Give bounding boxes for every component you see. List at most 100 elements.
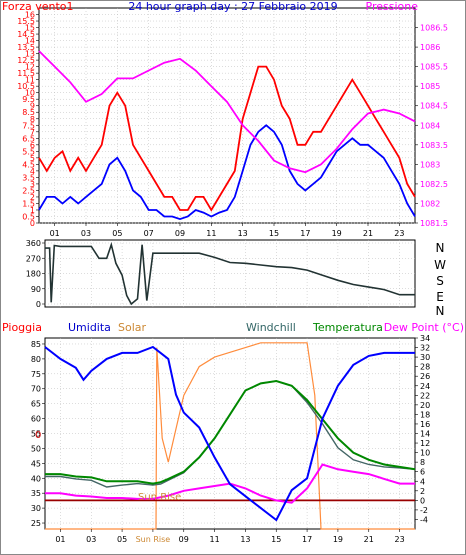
bottom-x-tick-label: 21 <box>364 535 374 544</box>
top-left-tick-label: 15.5 <box>17 17 35 26</box>
bottom-x-tick-label: 11 <box>209 535 219 544</box>
temperature-series <box>45 379 416 485</box>
top-left-tick-label: 7 <box>30 128 35 137</box>
bottom-left-tick-label: 75 <box>31 370 41 379</box>
top-left-tick-label: 6 <box>30 141 35 150</box>
compass-s: S <box>436 274 444 288</box>
bottom-x-tick-label: 15 <box>271 535 281 544</box>
middle-left-tick-label: 180 <box>26 270 41 279</box>
bottom-right-tick-label: -2 <box>420 506 428 515</box>
top-right-tick-label: 1085.5 <box>420 63 448 72</box>
legend-solar: Solar <box>118 321 147 334</box>
wind-axis-label: Forza vento1 <box>2 0 74 13</box>
legend-umidita: Umidita <box>68 321 111 334</box>
bottom-right-tick-label: 8 <box>420 458 425 467</box>
top-left-tick-label: 0 <box>30 219 35 228</box>
top-left-axis: 00.511.522.533.544.555.566.577.588.599.5… <box>17 11 39 228</box>
bottom-x-tick-label: 19 <box>333 535 343 544</box>
bottom-left-tick-label: 45 <box>31 459 41 468</box>
top-right-tick-label: 1086 <box>420 43 440 52</box>
middle-series <box>45 241 415 306</box>
bottom-right-tick-label: 20 <box>420 401 430 410</box>
solar-series <box>45 342 415 530</box>
top-x-tick-label: 23 <box>394 229 404 238</box>
bottom-left-tick-label: 80 <box>31 355 41 364</box>
top-x-tick-label: 21 <box>363 229 373 238</box>
sun-rise-annotation: Sun Rise <box>138 492 181 503</box>
bottom-right-tick-label: 0 <box>420 496 425 505</box>
bottom-right-tick-label: 32 <box>420 344 430 353</box>
bottom-left-tick-label: 40 <box>31 474 41 483</box>
top-x-tick-label: 01 <box>50 229 60 238</box>
legend-temperatura: Temperatura <box>312 321 383 334</box>
bottom-left-axis: 25 30 35 40 45 50 55 60 65 70 75 80 85 <box>31 340 45 528</box>
top-left-tick-label: 12.5 <box>17 56 35 65</box>
bottom-right-tick-label: 28 <box>420 363 430 372</box>
top-x-tick-label: 03 <box>81 229 91 238</box>
legend-pioggia: Pioggia <box>2 321 42 334</box>
top-left-tick-label: 9 <box>30 102 35 111</box>
top-left-tick-label: 11.5 <box>17 69 35 78</box>
top-left-tick-label: 14.5 <box>17 30 35 39</box>
legend-dew-point: Dew Point (°C) <box>384 321 464 334</box>
top-left-tick-label: 11 <box>25 76 35 85</box>
top-left-tick-label: 4 <box>30 167 35 176</box>
bottom-left-tick-label: 60 <box>31 415 41 424</box>
pressure-axis-label: Pressione <box>366 0 419 13</box>
top-left-tick-label: 2.5 <box>22 186 35 195</box>
top-x-tick-label: 11 <box>206 229 216 238</box>
compass-w: W <box>434 258 446 272</box>
middle-left-tick-label: 90 <box>31 285 41 294</box>
bottom-left-tick-label: 50 <box>31 444 41 453</box>
bottom-right-tick-label: 4 <box>420 477 425 486</box>
compass-labels: N W S E N <box>434 241 446 318</box>
wind-gust-series <box>38 65 416 212</box>
top-left-tick-label: 1.5 <box>22 199 35 208</box>
top-right-tick-label: 1084.5 <box>420 102 448 111</box>
bottom-right-tick-label: 16 <box>420 420 430 429</box>
bottom-x-tick-label: Sun Rise <box>136 535 171 544</box>
top-x-tick-label: 05 <box>112 229 122 238</box>
bottom-left-tick-label: 70 <box>31 385 41 394</box>
bottom-right-tick-label: -4 <box>420 515 428 524</box>
bottom-right-tick-label: 6 <box>420 468 425 477</box>
rain-zero-label: 0 <box>35 430 41 441</box>
top-left-tick-label: 8 <box>30 115 35 124</box>
top-right-tick-label: 1082.5 <box>420 180 448 189</box>
top-left-tick-label: 6.5 <box>22 134 35 143</box>
top-left-tick-label: 3 <box>30 180 35 189</box>
top-left-tick-label: 1 <box>30 206 35 215</box>
legend-windchill: Windchill <box>246 321 296 334</box>
bottom-right-tick-label: 34 <box>420 334 430 343</box>
bottom-right-tick-label: 12 <box>420 439 430 448</box>
top-left-tick-label: 13 <box>25 50 35 59</box>
top-left-tick-label: 10.5 <box>17 82 35 91</box>
middle-chart-wind-direction: 360 270 180 90 0 N W S E N <box>26 239 446 318</box>
bottom-left-tick-label: 30 <box>31 504 41 513</box>
top-right-tick-label: 1085 <box>420 82 440 91</box>
wind-direction-series <box>45 241 415 306</box>
bottom-x-axis: 01 03 05 Sun Rise 09 11 13 15 17 19 21 23 <box>55 529 405 544</box>
pressure-series <box>38 50 416 174</box>
top-left-tick-label: 0.5 <box>22 212 35 221</box>
compass-n-top: N <box>436 241 445 255</box>
top-x-tick-label: 07 <box>144 229 154 238</box>
top-left-tick-label: 7.5 <box>22 121 35 130</box>
top-series <box>38 50 416 221</box>
top-left-tick-label: 8.5 <box>22 108 35 117</box>
top-left-tick-label: 4.5 <box>22 160 35 169</box>
top-left-tick-label: 12 <box>25 63 35 72</box>
bottom-x-tick-label: 17 <box>302 535 312 544</box>
bottom-left-tick-label: 55 <box>31 430 41 439</box>
top-x-tick-label: 09 <box>175 229 185 238</box>
top-left-tick-label: 16 <box>25 11 35 20</box>
bottom-right-tick-label: 30 <box>420 353 430 362</box>
wind-average-series <box>38 124 416 221</box>
top-right-axis: 1082.5 1083 1083.5 1084 1084.5 1085 1085.5 1086… <box>415 24 448 228</box>
bottom-right-tick-label: 26 <box>420 372 430 381</box>
top-plot-area <box>38 7 416 224</box>
top-left-tick-label: 5 <box>30 154 35 163</box>
bottom-right-tick-label: 2 <box>420 487 425 496</box>
